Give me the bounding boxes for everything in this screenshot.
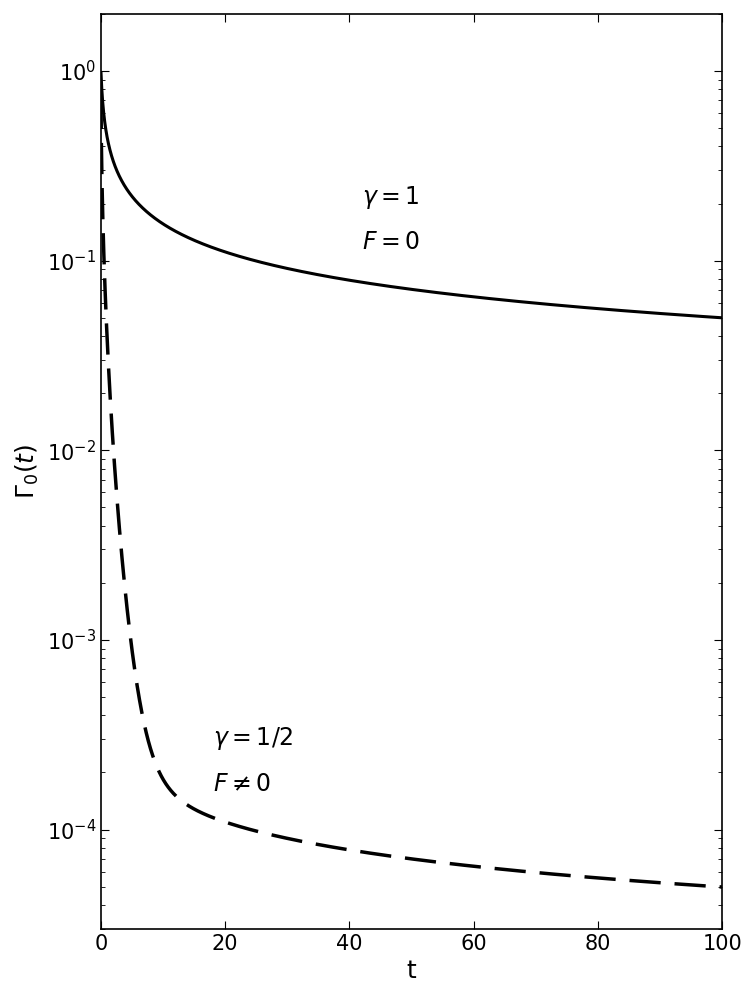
Text: $F = 0$: $F = 0$ — [362, 230, 420, 254]
Text: $\gamma = 1/2$: $\gamma = 1/2$ — [212, 725, 293, 752]
Y-axis label: $\Gamma_0(t)$: $\Gamma_0(t)$ — [14, 444, 41, 498]
Text: $\gamma = 1$: $\gamma = 1$ — [362, 183, 420, 210]
Text: $F \neq 0$: $F \neq 0$ — [212, 772, 271, 796]
X-axis label: t: t — [407, 959, 417, 983]
